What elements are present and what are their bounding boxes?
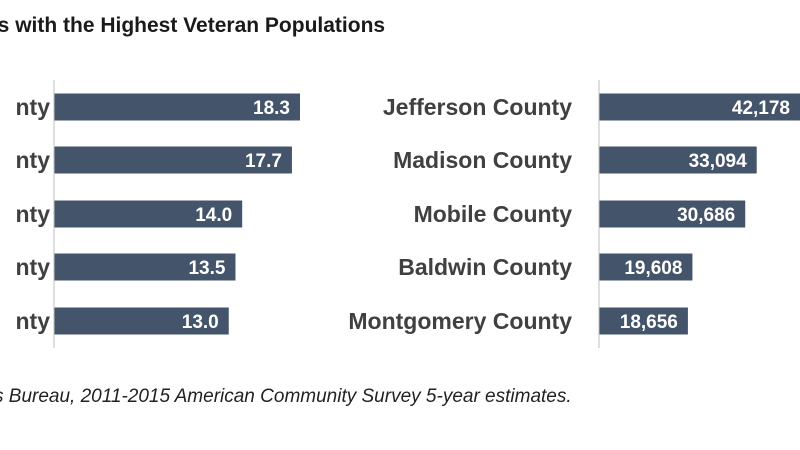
left-category-label: nty <box>16 201 51 227</box>
right-category-label: Baldwin County <box>398 254 572 280</box>
right-bar <box>599 253 693 281</box>
left-bar-value-label: 14.0 <box>195 205 232 226</box>
left-bar <box>54 307 229 335</box>
left-bar <box>54 253 236 281</box>
right-category-label: Montgomery County <box>348 308 572 334</box>
chart-title: es with the Highest Veteran Populations <box>0 14 386 37</box>
left-bar-value-label: 13.0 <box>182 312 219 333</box>
left-bar <box>54 93 300 121</box>
right-bar-value-label: 33,094 <box>689 151 748 172</box>
right-bar <box>599 307 688 335</box>
right-bar-value-label: 18,656 <box>620 312 678 333</box>
left-bar <box>54 146 292 174</box>
left-category-label: nty <box>16 147 51 173</box>
right-category-label: Madison County <box>393 147 572 173</box>
left-bar-value-label: 18.3 <box>253 98 290 119</box>
left-category-label: nty <box>16 308 51 334</box>
right-bar <box>599 200 746 228</box>
left-bar-value-label: 13.5 <box>188 258 225 279</box>
left-category-label: nty <box>16 254 51 280</box>
right-bar-value-label: 42,178 <box>732 98 790 119</box>
right-category-label: Mobile County <box>414 201 573 227</box>
right-bar-value-label: 19,608 <box>624 258 682 279</box>
left-bar <box>54 200 243 228</box>
right-bar-value-label: 30,686 <box>677 205 735 226</box>
right-bar <box>599 146 757 174</box>
left-bar-value-label: 17.7 <box>245 151 282 172</box>
right-bar <box>599 93 800 121</box>
source-note: s Bureau, 2011-2015 American Community S… <box>0 386 572 407</box>
right-category-label: Jefferson County <box>383 94 572 120</box>
left-category-label: nty <box>16 94 51 120</box>
